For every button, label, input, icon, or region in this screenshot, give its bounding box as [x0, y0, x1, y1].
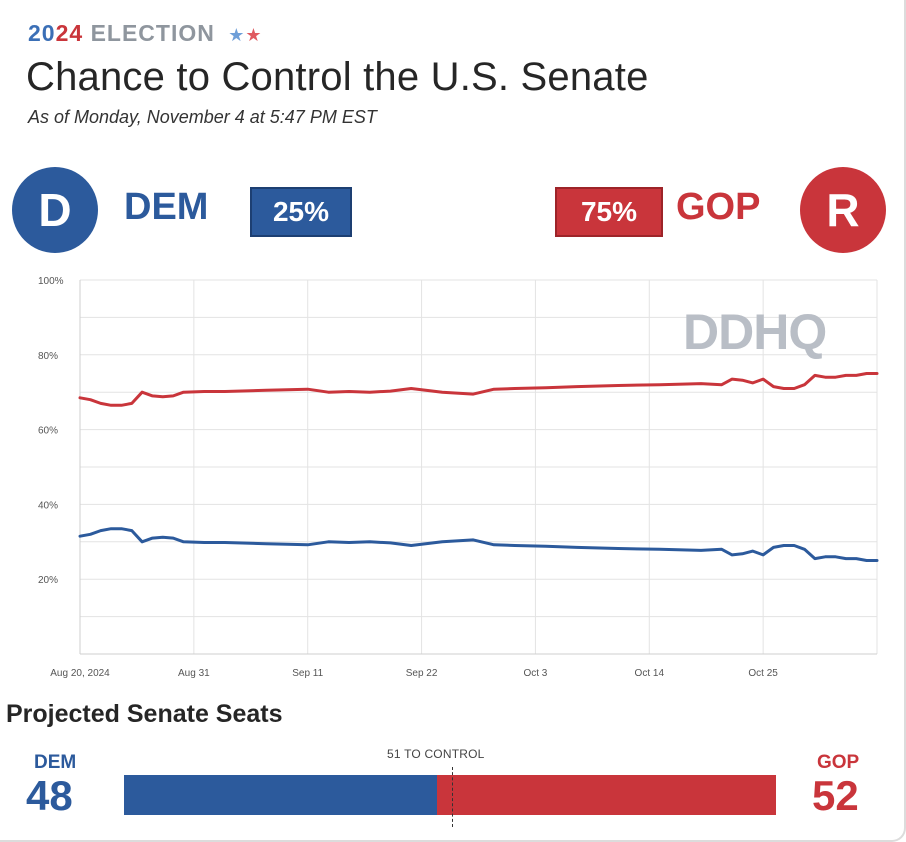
dem-seats-label: DEM	[34, 752, 77, 773]
gop-chance-value: 75%	[555, 187, 663, 237]
control-threshold-line	[452, 767, 453, 827]
dem-label: DEM	[124, 186, 209, 228]
gop-seats-bar	[436, 775, 776, 815]
x-tick-label: Sep 11	[292, 668, 323, 679]
gop-circle-badge: R	[800, 167, 886, 253]
kicker-year-a: 20	[28, 20, 56, 46]
x-tick-label: Oct 3	[523, 668, 547, 679]
x-tick-label: Oct 14	[635, 668, 665, 679]
dem-series-line	[78, 527, 879, 562]
blue-star-icon: ★	[228, 25, 246, 45]
y-tick-label: 100%	[38, 276, 64, 287]
gop-label: GOP	[676, 186, 761, 228]
x-tick-label: Aug 20, 2024	[50, 668, 110, 679]
kicker: 2024 ELECTION ★★	[28, 20, 263, 47]
y-tick-label: 20%	[38, 575, 58, 586]
y-tick-label: 40%	[38, 500, 58, 511]
ddhq-watermark-logo: DDHQ	[683, 304, 827, 360]
gop-series-line	[78, 372, 879, 407]
x-tick-label: Sep 22	[406, 668, 438, 679]
dem-circle-badge: D	[12, 167, 98, 253]
timestamp: As of Monday, November 4 at 5:47 PM EST	[28, 107, 377, 127]
kicker-year-b: 24	[55, 20, 84, 46]
kicker-word: ELECTION	[90, 20, 215, 46]
gop-seats-value: 52	[812, 772, 859, 819]
seats-bar	[124, 775, 776, 815]
dem-seats-value: 48	[26, 772, 73, 819]
dem-seats-bar	[124, 775, 437, 815]
gop-seats-label: GOP	[817, 752, 860, 773]
senate-chance-chart: 20% 40% 60% 80% 100% Aug 20, 2024 Aug 31 Sep 11…	[38, 276, 879, 679]
page-title: Chance to Control the U.S. Senate	[26, 55, 649, 99]
y-tick-label: 80%	[38, 351, 58, 362]
seats-title: Projected Senate Seats	[6, 700, 283, 728]
dem-chance-value: 25%	[250, 187, 352, 237]
control-threshold-label: 51 TO CONTROL	[387, 747, 485, 761]
x-tick-label: Aug 31	[178, 668, 210, 679]
y-tick-label: 60%	[38, 426, 58, 437]
x-tick-label: Oct 25	[748, 668, 778, 679]
red-star-icon: ★	[245, 25, 263, 45]
